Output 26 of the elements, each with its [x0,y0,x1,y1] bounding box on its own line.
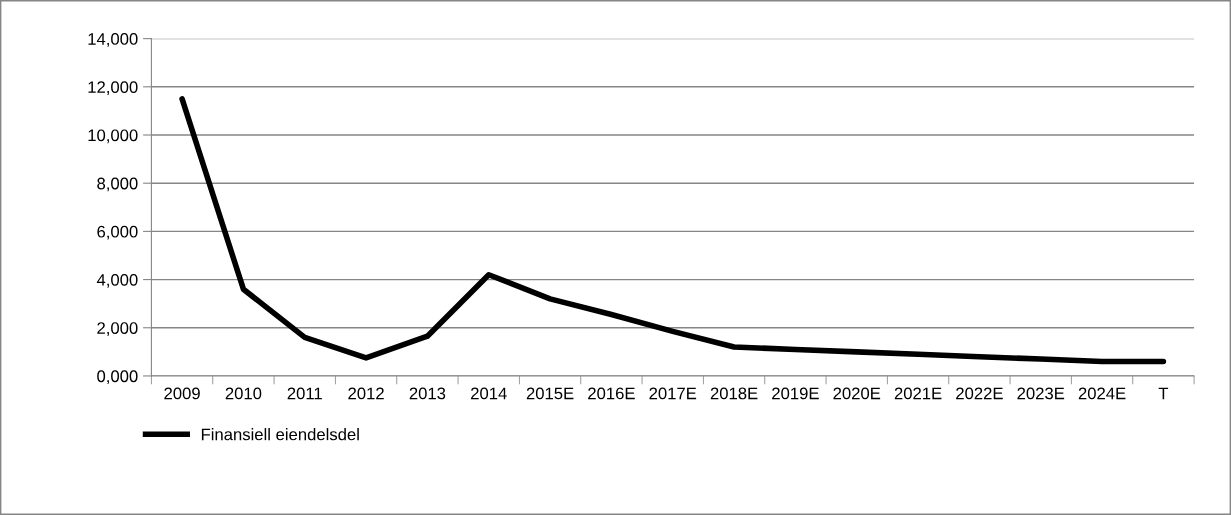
x-tick-label: 2024E [1078,387,1126,400]
x-tick-label: 2010 [225,387,262,400]
y-tick-label: 6,000 [97,225,138,240]
x-tick-label: 2023E [1017,387,1065,400]
x-tick-label: 2020E [833,387,881,400]
y-tick-label: 12,000 [88,81,138,95]
y-tick-label: 0,000 [97,370,138,385]
x-tick-label: 2014 [471,387,507,400]
x-tick-label: 2009 [164,387,200,400]
legend-label: Finansiell eiendelsdel [201,428,359,441]
x-tick-label: 2016E [588,387,635,400]
x-tick-label: 2012 [348,387,384,400]
y-tick-label: 10,000 [88,129,138,144]
x-tick-label: 2011 [287,387,322,400]
x-tick-label: T [1158,387,1169,400]
y-tick-label: 14,000 [88,33,138,47]
x-tick-label: 2017E [649,387,697,400]
x-tick-label: 2015E [526,387,574,400]
x-tick-label: 2013 [409,387,446,400]
x-tick-label: 2021E [894,387,942,400]
y-tick-label: 4,000 [96,273,138,288]
y-tick-label: 2,000 [97,322,138,336]
x-tick-label: 2022E [956,387,1003,400]
x-tick-label: 2019E [772,387,819,400]
x-tick-label: 2018E [710,387,758,400]
y-tick-label: 8,000 [97,177,138,192]
